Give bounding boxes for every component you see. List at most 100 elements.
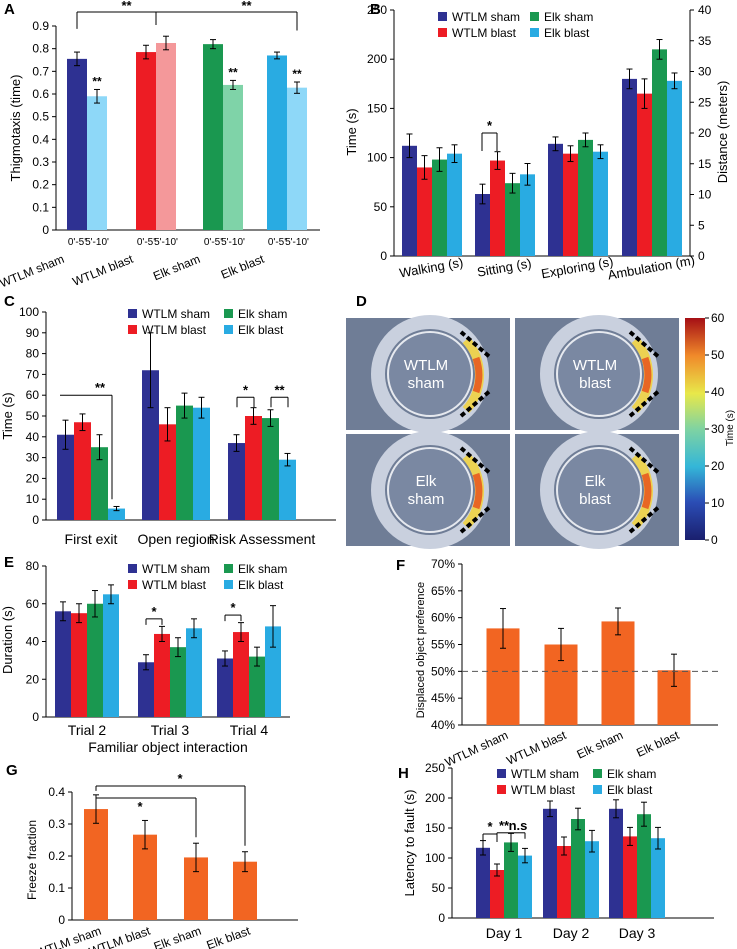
y2-axis-title: Distance (meters) <box>715 81 730 184</box>
sig-label: * <box>230 600 236 615</box>
panel-letter: B <box>370 1 381 18</box>
bar-label: 5'-10' <box>221 237 245 248</box>
gate-line <box>459 504 493 534</box>
category-label: Day 3 <box>619 925 656 941</box>
y-tick-label: 0.1 <box>32 200 49 214</box>
bar-H <box>504 842 518 918</box>
bar-B <box>563 153 578 256</box>
bar-E <box>186 628 202 717</box>
legend-label: Elk sham <box>238 562 287 576</box>
bar-E <box>87 603 103 717</box>
colorbar-tick-label: 0 <box>711 533 718 547</box>
y-tick-label: 15 <box>698 157 712 171</box>
category-label: Elk blast <box>205 923 253 949</box>
bar-H <box>609 808 623 918</box>
sig-label: n.s <box>509 818 528 833</box>
bar-H <box>585 841 599 918</box>
bar-B <box>475 194 490 256</box>
legend-label: Elk blast <box>544 26 590 40</box>
y-tick-label: 0 <box>32 513 39 527</box>
y-tick-label: 0.4 <box>32 132 49 146</box>
group-label: WTLM sham <box>0 252 66 290</box>
bar-E <box>138 662 154 717</box>
bar-C <box>91 447 108 520</box>
panel-letter: D <box>356 293 367 310</box>
legend-label: WTLM blast <box>511 783 576 797</box>
y-tick-label: 250 <box>367 3 387 17</box>
legend-swatch <box>530 12 539 21</box>
y-axis-title: Freeze fraction <box>25 820 39 900</box>
bar-E <box>103 594 119 717</box>
heat-hotspot <box>472 472 483 510</box>
bar-C <box>279 459 296 520</box>
y-tick-label: 150 <box>425 821 445 835</box>
bar-E <box>217 658 233 717</box>
category-label: Trial 4 <box>230 722 269 738</box>
sig-label: ** <box>499 818 510 833</box>
y-tick-label: 80 <box>26 559 40 573</box>
y-tick-label: 0.3 <box>48 817 65 831</box>
legend-swatch <box>128 309 137 318</box>
bar-A <box>287 87 307 230</box>
category-label: Ambulation (m) <box>607 253 696 283</box>
bar-label: 0'-5' <box>68 237 86 248</box>
y-tick-label: 0.2 <box>32 178 49 192</box>
arena-label: sham <box>408 375 445 392</box>
legend-swatch <box>497 785 506 794</box>
category-label: Open region <box>137 531 214 547</box>
y-tick-label: 0.9 <box>32 19 49 33</box>
sig-label: ** <box>274 382 285 397</box>
y-axis-title: Time (s) <box>344 108 359 155</box>
bar-A <box>67 58 87 230</box>
bar-B <box>578 139 593 256</box>
legend-swatch <box>224 309 233 318</box>
y-tick-label: 60% <box>431 611 455 625</box>
legend-label: WTLM blast <box>452 26 517 40</box>
category-label: Day 2 <box>553 925 590 941</box>
y-tick-label: 40 <box>698 3 712 17</box>
bar-A <box>87 96 107 231</box>
colorbar-tick-label: 30 <box>711 422 725 436</box>
bar-H <box>490 870 504 918</box>
gate-line <box>628 446 662 476</box>
bar-E <box>154 633 170 717</box>
y-tick-label: 250 <box>425 761 445 775</box>
y-tick-label: 30 <box>26 451 40 465</box>
bar-B <box>505 183 520 256</box>
heat-hotspot <box>641 356 652 394</box>
legend-label: WTLM sham <box>511 767 579 781</box>
legend-label: WTLM blast <box>142 578 207 592</box>
bar-B <box>417 167 432 256</box>
y-tick-label: 10 <box>698 188 712 202</box>
bar-C <box>142 370 159 520</box>
y-tick-label: 65% <box>431 584 455 598</box>
legend-swatch <box>224 325 233 334</box>
bar-A <box>156 43 176 230</box>
y-tick-label: 50 <box>374 200 388 214</box>
y-tick-label: 20 <box>698 126 712 140</box>
bar-H <box>623 836 637 918</box>
bar-H <box>476 847 490 918</box>
bar-E <box>71 613 87 717</box>
legend-swatch <box>530 28 539 37</box>
arena-center <box>387 447 473 533</box>
legend-swatch <box>593 785 602 794</box>
legend-swatch <box>224 580 233 589</box>
bar-C <box>193 407 210 520</box>
category-label: Exploring (s) <box>540 254 614 281</box>
category-label: Risk Assessment <box>209 531 316 547</box>
y-tick-label: 30 <box>698 65 712 79</box>
bar-B <box>548 143 563 256</box>
group-label: Elk blast <box>219 252 267 282</box>
legend-label: Elk sham <box>607 767 656 781</box>
category-label: WTLM sham <box>443 728 511 769</box>
bar-H <box>557 846 571 918</box>
legend-swatch <box>497 769 506 778</box>
bar-C <box>57 434 74 520</box>
x-axis-title: Familiar object interaction <box>88 739 248 755</box>
bar-E <box>265 626 281 717</box>
arena-label: Elk <box>585 473 606 490</box>
legend-label: WTLM sham <box>142 307 210 321</box>
gate-line <box>628 330 662 360</box>
